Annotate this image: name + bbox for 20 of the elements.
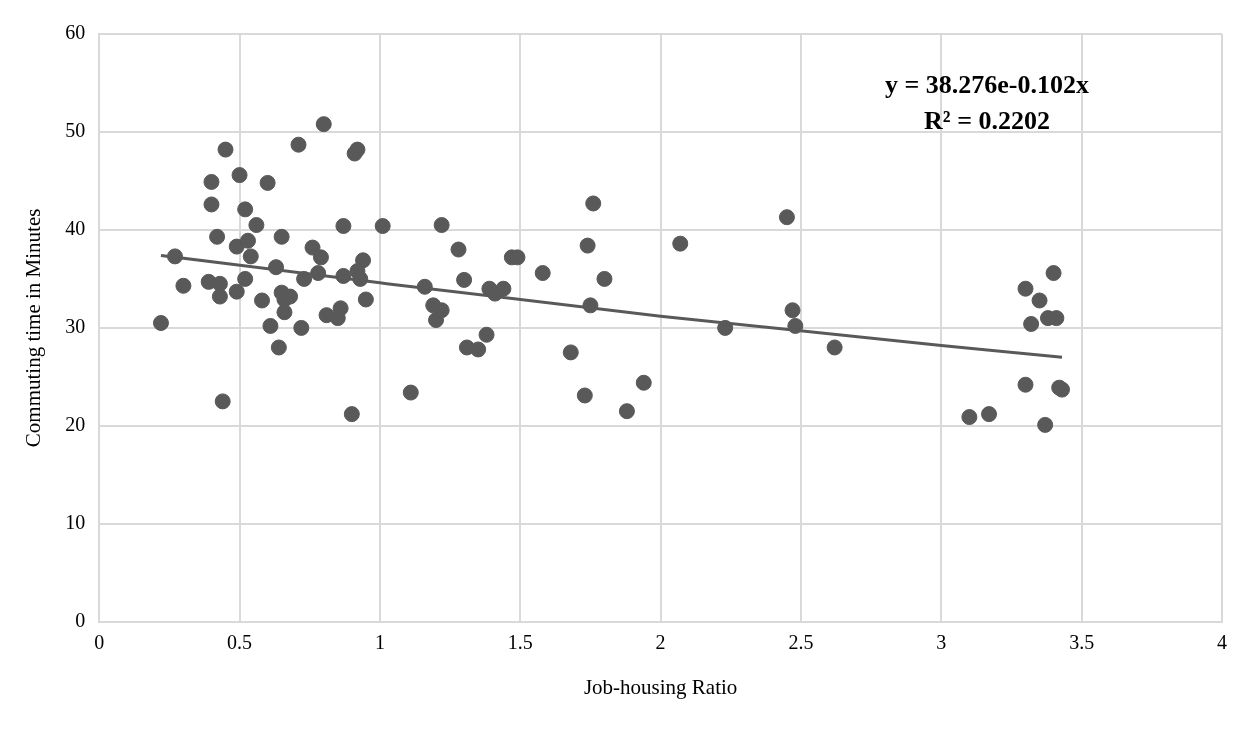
- y-tick-label: 60: [65, 21, 86, 44]
- x-tick-label: 3: [936, 631, 947, 654]
- y-tick-label: 10: [65, 511, 86, 534]
- y-tick-label: 40: [65, 217, 86, 240]
- x-tick-label: 0: [94, 631, 105, 654]
- x-tick-label: 1.5: [507, 631, 533, 654]
- y-tick-label: 20: [65, 413, 86, 436]
- y-tick-label: 30: [65, 315, 86, 338]
- x-tick-label: 1: [374, 631, 385, 654]
- annotation: y = 38.276e-0.102x: [884, 69, 1090, 99]
- x-tick-label: 0.5: [227, 631, 253, 654]
- y-tick-label: 0: [75, 609, 86, 632]
- x-axis-title: Job-housing Ratio: [583, 674, 738, 699]
- x-tick-label: 4: [1217, 631, 1227, 654]
- x-tick-label: 3.5: [1069, 631, 1095, 654]
- x-tick-label: 2: [655, 631, 666, 654]
- y-axis-title: Commuting time in Minutes: [21, 208, 46, 448]
- y-tick-label: 50: [65, 119, 86, 142]
- x-tick-label: 2.5: [788, 631, 814, 654]
- annotation: R² = 0.2202: [924, 105, 1050, 135]
